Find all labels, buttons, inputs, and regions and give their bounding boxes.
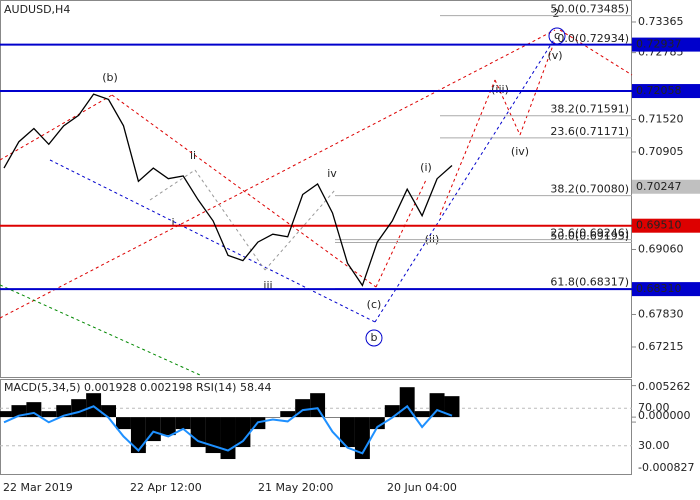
- rsi-tick-label: 30.00: [638, 439, 670, 452]
- fib-label: 61.8(0.68317): [550, 276, 629, 289]
- level-label: 0.72058: [636, 84, 682, 97]
- wave-label: (b): [102, 71, 118, 84]
- macd-bar: [340, 417, 355, 448]
- macd-bar: [11, 405, 27, 418]
- macd-bar: [280, 411, 296, 418]
- price-line: [3, 93, 453, 287]
- macd-tick-label: 0.005262: [638, 380, 691, 393]
- wave-line: [194, 169, 266, 271]
- macd-bar: [116, 417, 131, 430]
- wave-line: [494, 79, 521, 136]
- fib-label: 0.0(0.72934): [557, 32, 629, 45]
- fib-label: 50.0(0.73485): [550, 3, 629, 16]
- fib-label: 23.6(0.69246): [550, 227, 629, 240]
- fib-label: 38.2(0.70080): [550, 183, 629, 196]
- wave-labels: (b) ii i iii iv (c) b (i) (ii) (iii) (iv…: [102, 7, 566, 347]
- macd-bar: [414, 411, 430, 418]
- y-tick-label: 0.67830: [638, 307, 684, 320]
- wave-line: [519, 39, 556, 136]
- macd-bar: [369, 417, 385, 430]
- level-box: [632, 179, 700, 194]
- wave-line: [439, 79, 496, 216]
- macd-tick-label: 0.000000: [638, 409, 691, 422]
- wave-label: (v): [547, 49, 562, 62]
- x-tick-label: 22 Apr 12:00: [130, 481, 202, 494]
- x-tick-label: 22 Mar 2019: [3, 481, 73, 494]
- macd-bar: [265, 417, 281, 418]
- wave-label: (iv): [511, 145, 529, 158]
- macd-bar: [384, 405, 400, 418]
- fib-label: 23.6(0.71171): [550, 125, 629, 138]
- macd-bar: [86, 393, 102, 418]
- wave-label: c: [554, 29, 560, 42]
- y-tick-label: 0.71520: [638, 112, 684, 125]
- level-box: [632, 282, 700, 297]
- macd-bar: [310, 393, 326, 418]
- level-box: [632, 84, 700, 99]
- macd-bar: [160, 417, 176, 436]
- macd-bar: [235, 417, 251, 448]
- wave-label: i: [171, 216, 174, 229]
- macd-bar: [71, 399, 87, 418]
- macd-bar: [190, 417, 206, 448]
- level-label: 0.72937: [636, 38, 682, 51]
- indicator-frame: [0, 379, 632, 475]
- rsi-tick-label: 70.00: [638, 401, 670, 414]
- channel-line: [0, 29, 556, 319]
- wave-label: ii: [190, 149, 196, 162]
- x-tick-label: 20 Jun 04:00: [387, 481, 457, 494]
- macd-bar: [429, 393, 445, 418]
- macd-bar: [175, 417, 191, 430]
- fib-label: 38.2(0.71591): [550, 103, 629, 116]
- level-box: [632, 37, 700, 52]
- level-label: 0.70247: [636, 180, 682, 193]
- rsi-line: [3, 404, 453, 455]
- y-tick-label: 0.70905: [638, 145, 684, 158]
- macd-bar: [56, 405, 72, 418]
- level-label: 0.69510: [636, 219, 682, 232]
- wave-label: (iii): [491, 83, 509, 96]
- wave-circle: [365, 329, 383, 347]
- wave-label: (i): [420, 161, 432, 174]
- indicator-label: MACD(5,34,5) 0.001928 0.002198 RSI(14) 5…: [4, 381, 271, 394]
- macd-bar: [220, 417, 236, 460]
- trendlines: [0, 29, 633, 376]
- wave-line: [0, 284, 201, 376]
- wave-line: [49, 159, 376, 323]
- wave-line: [374, 37, 556, 323]
- wave-line: [375, 179, 427, 288]
- macd-tick-label: -0.000827: [638, 461, 694, 474]
- y-tick-label: 0.73365: [638, 15, 684, 28]
- y-tick-label: 0.69060: [638, 242, 684, 255]
- wave-label: b: [371, 331, 378, 344]
- macd-bar: [130, 417, 146, 454]
- macd-bar: [101, 405, 116, 418]
- wave-line: [559, 29, 633, 76]
- macd-bar: [325, 417, 340, 418]
- wave-line: [111, 94, 377, 288]
- wave-label: (c): [367, 298, 382, 311]
- macd-bar: [444, 396, 460, 418]
- y-tick-label: 0.67215: [638, 340, 684, 353]
- macd-bar: [0, 411, 12, 418]
- main-frame: [0, 0, 632, 378]
- wave-label: iii: [263, 279, 272, 292]
- level-label: 0.68310: [636, 282, 682, 295]
- fib-label: 50.0(0.69193): [550, 229, 629, 242]
- level-box: [632, 218, 700, 233]
- wave-label: 2: [553, 7, 560, 20]
- macd-bar: [41, 411, 57, 418]
- wave-label: iv: [327, 167, 337, 180]
- chart-title: AUDUSD,H4: [4, 3, 70, 16]
- x-tick-label: 21 May 20:00: [258, 481, 333, 494]
